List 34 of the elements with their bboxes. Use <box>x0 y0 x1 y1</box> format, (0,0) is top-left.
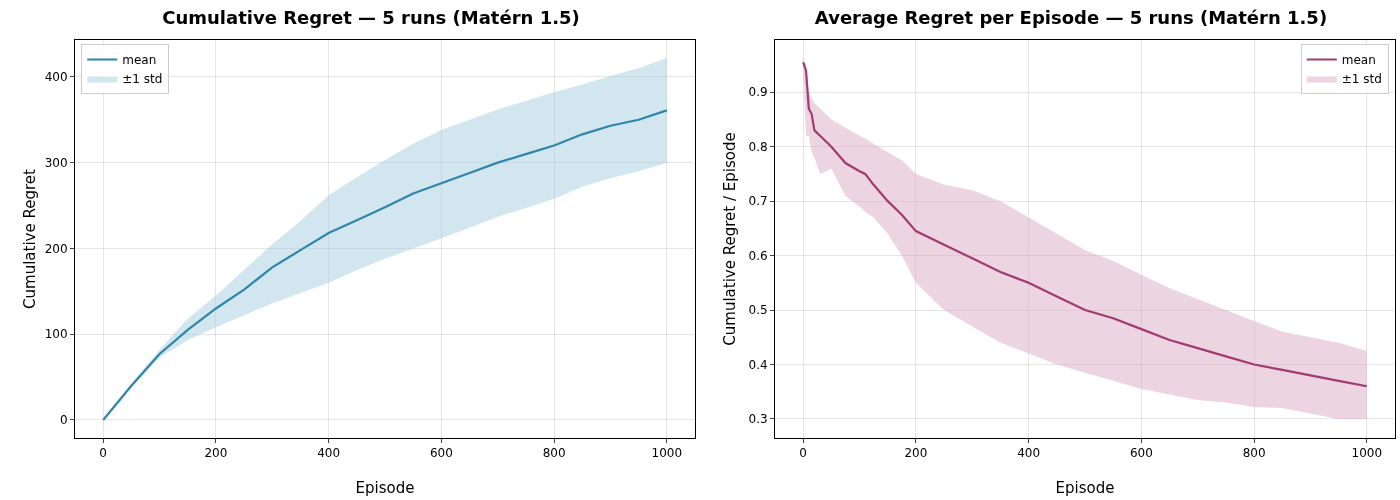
y-tick-label: 300 <box>44 155 68 170</box>
chart-title: Average Regret per Episode — 5 runs (Matérn 1.5) <box>814 6 1328 28</box>
y-tick-label: 0.9 <box>748 85 768 100</box>
y-tick-label: 0.3 <box>748 412 768 427</box>
chart-title: Cumulative Regret — 5 runs (Matérn 1.5) <box>162 6 580 28</box>
y-axis-title: Cumulative Regret / Episode <box>721 132 739 346</box>
legend-label: mean <box>122 53 157 68</box>
x-tick-label: 800 <box>542 446 566 461</box>
y-tick-label: 200 <box>44 241 68 256</box>
x-tick-label: 0 <box>99 446 107 461</box>
x-tick-label: 200 <box>204 446 228 461</box>
x-axis-title: Episode <box>1055 479 1115 497</box>
y-tick-label: 0.4 <box>748 357 768 372</box>
x-tick-label: 800 <box>1242 446 1266 461</box>
y-axis-title: Cumulative Regret <box>21 168 39 309</box>
x-tick-label: 0 <box>799 446 807 461</box>
x-tick-label: 400 <box>1017 446 1041 461</box>
x-axis-title: Episode <box>355 479 415 497</box>
legend-label: ±1 std <box>122 72 163 87</box>
y-tick-label: 0.6 <box>748 248 768 263</box>
x-tick-label: 600 <box>429 446 453 461</box>
y-tick-label: 0.5 <box>748 303 768 318</box>
legend-label: mean <box>1341 53 1376 68</box>
y-tick-label: 0 <box>59 413 68 428</box>
legend-label: ±1 std <box>1341 72 1382 87</box>
x-tick-label: 1000 <box>1351 446 1383 461</box>
x-tick-label: 600 <box>1129 446 1153 461</box>
y-tick-label: 0.8 <box>748 139 768 154</box>
x-tick-label: 200 <box>904 446 928 461</box>
x-tick-label: 1000 <box>651 446 683 461</box>
y-tick-label: 100 <box>44 327 68 342</box>
y-tick-label: 0.7 <box>748 194 768 209</box>
y-tick-label: 400 <box>44 70 68 85</box>
x-tick-label: 400 <box>317 446 341 461</box>
